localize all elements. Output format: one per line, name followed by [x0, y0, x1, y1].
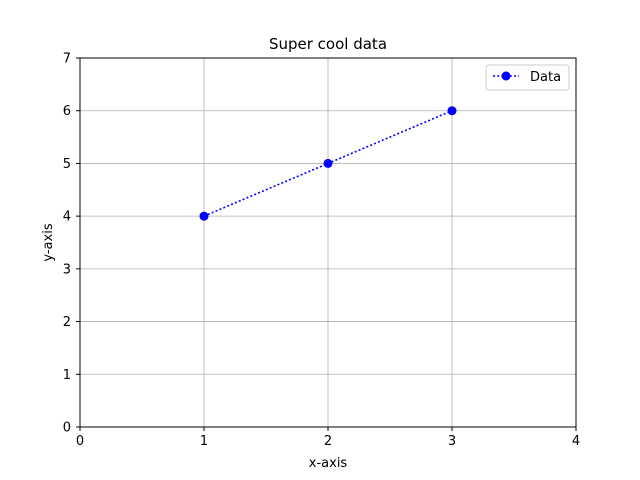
y-tick-label: 2 — [63, 315, 71, 330]
grid-lines — [79, 57, 577, 428]
y-tick-label: 0 — [63, 421, 71, 436]
x-tick-label: 1 — [200, 434, 208, 449]
y-tick-label: 4 — [63, 210, 71, 225]
y-tick-label: 7 — [63, 52, 71, 67]
y-axis-label: y-axis — [41, 223, 56, 261]
legend-label-data: Data — [530, 70, 561, 85]
y-tick-label: 1 — [63, 368, 71, 383]
x-tick-label: 2 — [324, 434, 332, 449]
x-tick-label: 4 — [572, 434, 580, 449]
y-tick-label: 3 — [63, 262, 71, 277]
x-tick-label: 3 — [448, 434, 456, 449]
data-series — [199, 106, 457, 221]
legend-box — [485, 64, 570, 91]
data-point — [323, 158, 333, 168]
legend-marker — [501, 71, 511, 81]
data-point — [447, 106, 457, 116]
x-axis-label: x-axis — [309, 456, 348, 471]
x-tick-label: 0 — [76, 434, 84, 449]
legend: Data — [485, 64, 570, 91]
y-tick-label: 5 — [63, 157, 71, 172]
data-point — [199, 211, 209, 221]
chart-title: Super cool data — [269, 35, 387, 53]
y-tick-label: 6 — [63, 104, 71, 119]
axis-ticks: 0 1 2 3 4 0 1 2 3 4 5 6 7 — [63, 52, 580, 450]
